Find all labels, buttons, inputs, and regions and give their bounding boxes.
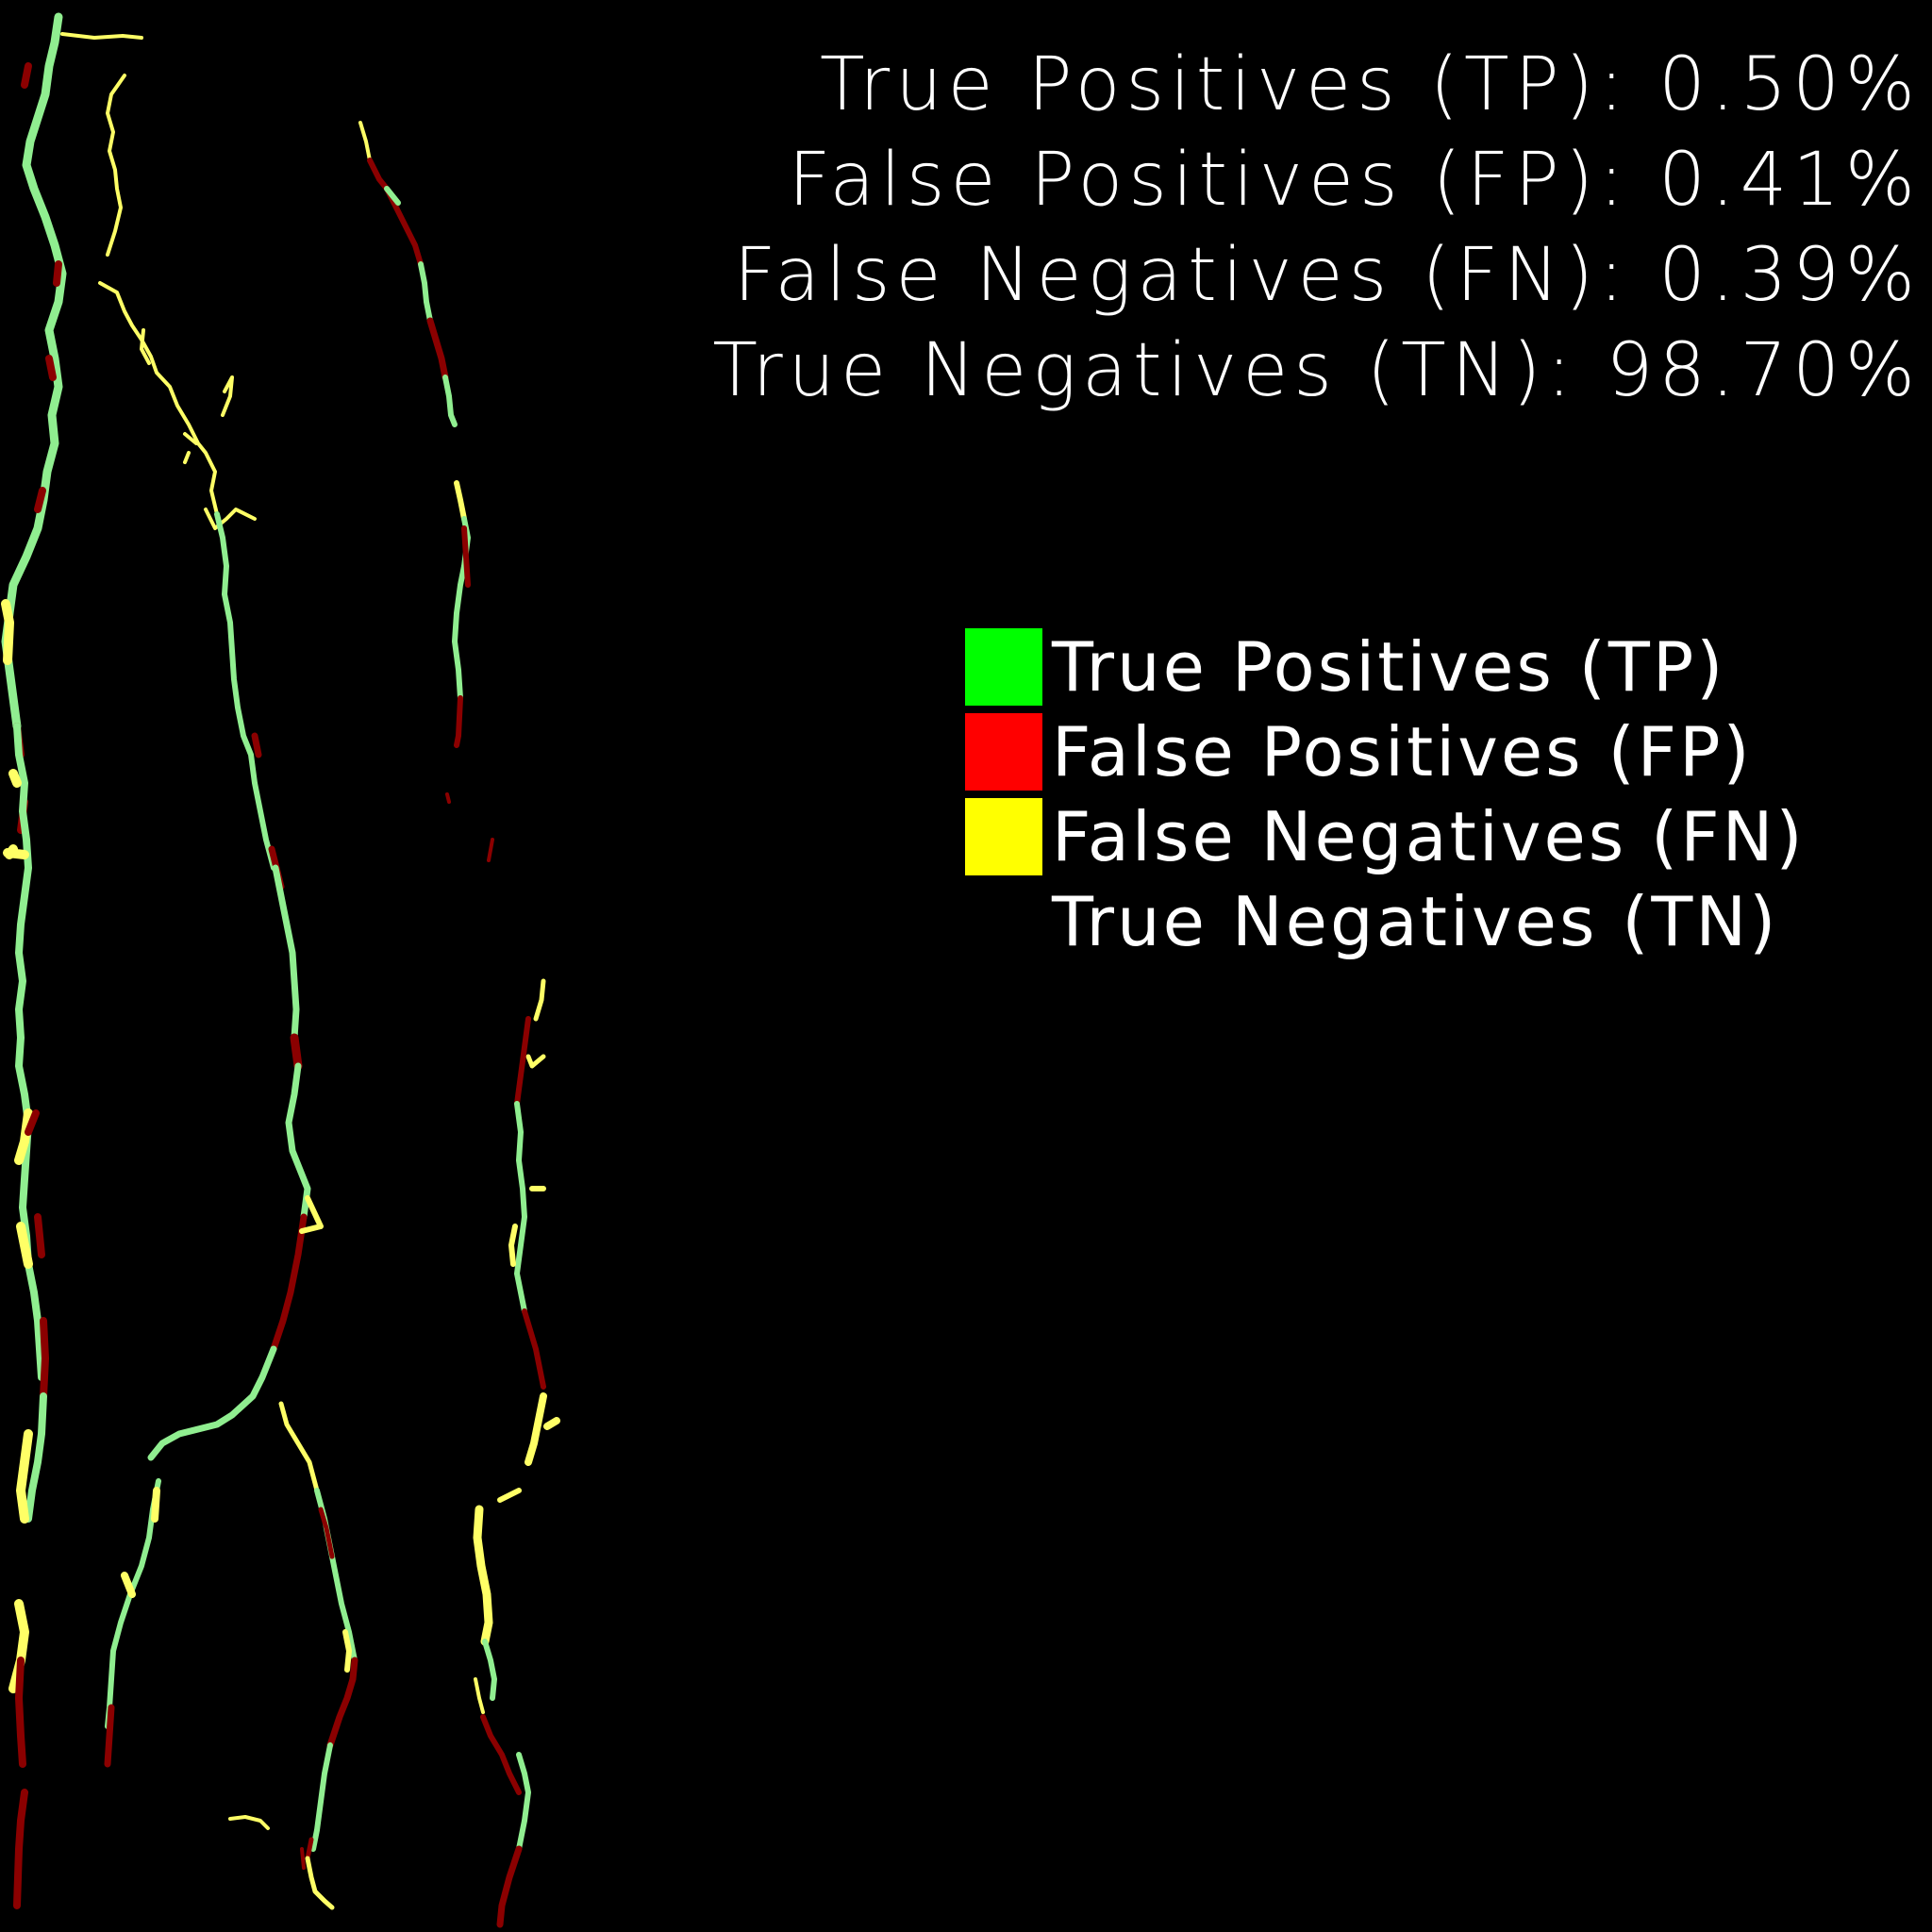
vessel-segment-tp: [272, 864, 300, 1041]
vessel-segment-fn: [305, 1856, 335, 1910]
vessel-segment-fn: [98, 281, 219, 516]
vessel-segment-fn: [497, 1488, 522, 1503]
metric-true-positives: True Positives (TP): 0.50%: [820, 42, 1921, 127]
vessel-segment-tp: [482, 1639, 497, 1701]
vessel-segment-tp: [25, 1392, 47, 1523]
vessel-segment-fn: [278, 1401, 320, 1493]
vessel-segment-fn: [228, 1815, 270, 1830]
vessel-segment-tp: [147, 1345, 277, 1461]
vessel-segment-fp: [454, 525, 471, 748]
vessel-segment-fp: [480, 1714, 522, 1795]
legend-item-fp: False Positives (FP): [965, 709, 1806, 794]
legend-label-tn: True Negatives (TN): [1052, 882, 1779, 961]
vessel-segment-tp: [384, 186, 433, 324]
vessel-segment-fn: [358, 121, 372, 162]
legend-item-tp: True Positives (TP): [965, 625, 1806, 709]
vessel-right-upper: [358, 121, 494, 862]
vessel-segment-fp: [367, 158, 424, 267]
legend-swatch-tn: [965, 883, 1042, 960]
vessel-segment-fn: [473, 1505, 493, 1646]
legend: True Positives (TP) False Positives (FP)…: [965, 625, 1806, 964]
vessel-segment-fp: [445, 792, 494, 862]
vessel-segment-fn: [8, 1429, 33, 1693]
legend-swatch-fn: [965, 798, 1042, 875]
vessel-segment-fp: [305, 1837, 314, 1861]
vessel-segment-fp: [300, 1847, 306, 1870]
vessel-segment-fn: [525, 978, 546, 1069]
vessel-right-lower: [473, 978, 560, 1928]
vessel-segment-fp: [514, 1016, 531, 1107]
vessel-segment-fp: [326, 1657, 358, 1749]
vessel-left: [1, 12, 143, 1909]
vessel-segment-fp: [25, 1109, 49, 1400]
vessel-segment-fp: [496, 1845, 523, 1928]
metric-true-negatives: True Negatives (TN): 98.70%: [712, 328, 1921, 413]
vessel-segment-tp: [285, 1062, 311, 1221]
vessel-segment-fp: [104, 1704, 115, 1768]
legend-label-tp: True Positives (TP): [1052, 627, 1726, 707]
vessel-segment-tp: [442, 375, 458, 427]
vessel-segment-fn: [60, 32, 143, 40]
vessel-segment-tp: [514, 1101, 527, 1314]
legend-label-fp: False Positives (FP): [1052, 712, 1753, 791]
vessel-segment-fp: [13, 1657, 28, 1909]
legend-swatch-fp: [965, 713, 1042, 791]
legend-item-tn: True Negatives (TN): [965, 879, 1806, 964]
metrics-panel: True Positives (TP): 0.50% False Positiv…: [712, 38, 1921, 419]
vessel-segment-fn: [525, 1392, 560, 1466]
vessel-segment-fn: [299, 1195, 324, 1234]
legend-item-fn: False Negatives (FN): [965, 794, 1806, 879]
vessel-segment-tp: [13, 723, 45, 1381]
vessel-segment-fn: [106, 74, 126, 257]
vessel-segment-fn: [1, 599, 33, 1269]
legend-swatch-tp: [965, 628, 1042, 706]
vessel-segment-fn: [121, 1487, 160, 1598]
vessel-segment-tp: [105, 1478, 161, 1729]
vessel-segment-fn: [342, 1629, 352, 1673]
vessel-segment-fp: [290, 1033, 303, 1071]
vessel-segment-fn: [508, 1186, 546, 1267]
vessel-segment-tp: [214, 511, 276, 871]
vessel-segment-fp: [13, 260, 62, 834]
metric-false-positives: False Positives (FP): 0.41%: [788, 138, 1921, 223]
vessel-segment-fp: [318, 1507, 335, 1559]
vessel-segment-fp: [21, 62, 32, 89]
vessel-segment-fp: [270, 1213, 308, 1353]
vessel-branch-top: [98, 74, 324, 1768]
vessel-middle-lower: [228, 1401, 358, 1910]
vessel-segment-tp: [1, 12, 67, 731]
vessel-segment-tp: [516, 1752, 531, 1852]
vessel-segment-fn: [474, 1677, 485, 1714]
vessel-segment-fp: [426, 317, 449, 381]
vessel-segment-fn: [140, 328, 257, 530]
vessel-segment-fn: [454, 480, 467, 522]
legend-label-fn: False Negatives (FN): [1052, 797, 1806, 876]
vessel-segment-fp: [522, 1308, 546, 1390]
metric-false-negatives: False Negatives (FN): 0.39%: [733, 233, 1921, 318]
vessel-segment-tp: [310, 1742, 333, 1852]
